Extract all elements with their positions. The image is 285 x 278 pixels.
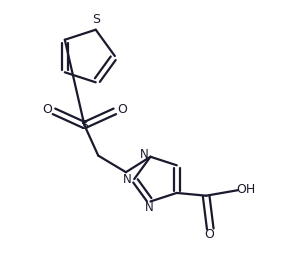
Text: O: O <box>117 103 127 116</box>
Text: O: O <box>42 103 52 116</box>
Text: N: N <box>123 173 132 186</box>
Text: S: S <box>92 13 100 26</box>
Text: S: S <box>80 119 88 132</box>
Text: N: N <box>140 148 149 161</box>
Text: N: N <box>145 201 153 214</box>
Text: O: O <box>204 228 214 241</box>
Text: OH: OH <box>237 183 256 196</box>
